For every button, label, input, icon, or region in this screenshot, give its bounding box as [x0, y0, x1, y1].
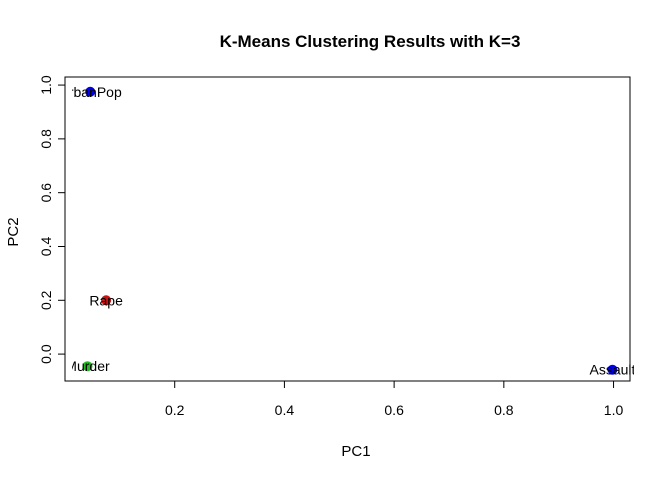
x-tick-label: 0.4 — [275, 402, 295, 418]
chart-title: K-Means Clustering Results with K=3 — [220, 32, 521, 51]
data-points — [82, 86, 618, 375]
x-axis-title: PC1 — [341, 443, 370, 460]
data-point — [607, 364, 618, 375]
data-point — [85, 86, 96, 97]
y-tick-label: 0.2 — [38, 290, 54, 310]
y-axis-title: PC2 — [5, 217, 22, 246]
data-point-label: Murder — [65, 358, 110, 374]
y-tick-label: 0.8 — [38, 129, 54, 149]
plot-frame — [64, 76, 631, 382]
data-point — [101, 295, 112, 306]
data-point-label: Rape — [89, 292, 123, 308]
point-labels: UrbanPop Rape Murder Assault — [59, 84, 635, 378]
y-tick-label: 0.0 — [38, 344, 54, 364]
y-tick-label: 0.6 — [38, 183, 54, 203]
y-tick-label: 1.0 — [38, 75, 54, 95]
y-axis: 0.0 0.2 0.4 0.6 0.8 1.0 — [38, 75, 66, 364]
x-tick-label: 0.2 — [165, 402, 185, 418]
x-axis: 0.2 0.4 0.6 0.8 1.0 — [165, 380, 624, 418]
data-point-label: UrbanPop — [59, 84, 122, 100]
y-tick-label: 0.4 — [38, 237, 54, 257]
x-tick-label: 0.6 — [384, 402, 404, 418]
x-tick-label: 0.8 — [494, 402, 514, 418]
data-point-label: Assault — [589, 362, 635, 378]
data-point — [82, 361, 93, 372]
x-tick-label: 1.0 — [604, 402, 624, 418]
